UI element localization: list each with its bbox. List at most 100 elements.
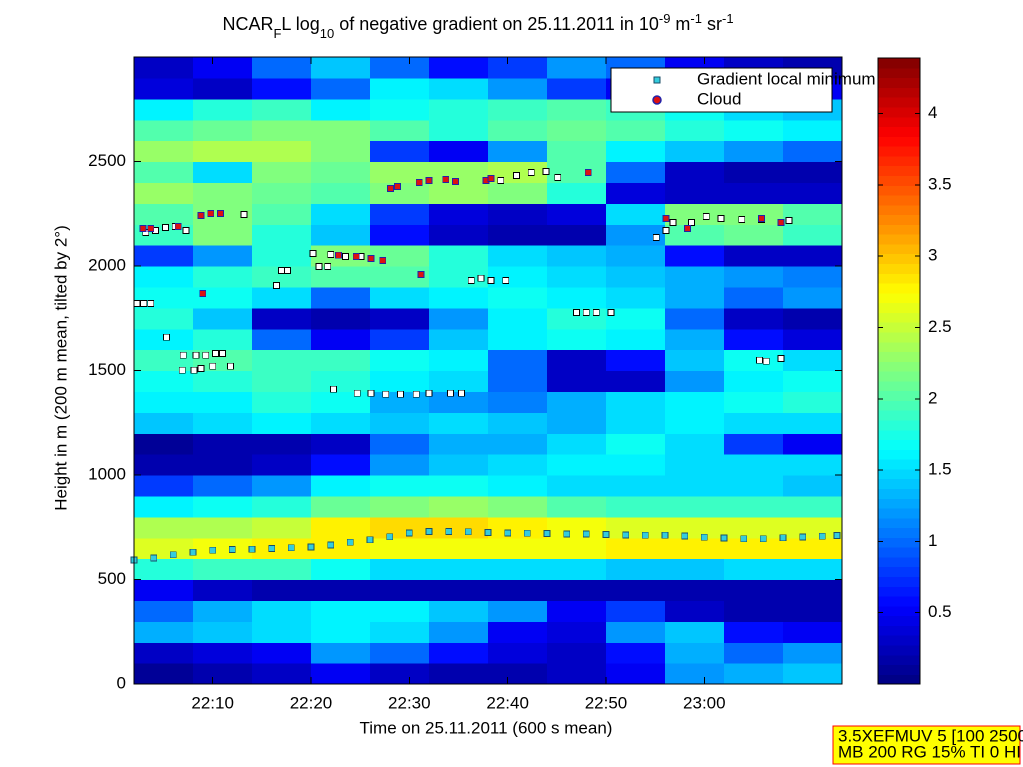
heatmap-cell [665, 600, 725, 622]
heatmap-cell [134, 57, 194, 79]
heatmap-cell [252, 391, 312, 413]
heatmap-cell [783, 475, 843, 497]
heatmap-cell [370, 516, 430, 539]
heatmap-cell [488, 433, 548, 455]
heatmap-cell [311, 328, 371, 351]
heatmap-cell [724, 370, 784, 392]
heatmap-cell [488, 266, 548, 288]
heatmap-cell [488, 77, 548, 100]
heatmap-cell [370, 370, 430, 392]
heatmap-cell [488, 140, 548, 163]
heatmap-cell [252, 349, 312, 372]
point [669, 219, 677, 226]
heatmap-cell [193, 621, 253, 643]
heatmap-cell [193, 161, 253, 183]
point [554, 174, 562, 181]
heatmap-cell [547, 286, 607, 309]
point [497, 177, 505, 184]
heatmap-cell [606, 328, 666, 351]
heatmap-cell [252, 412, 312, 434]
colorbar-swatch [878, 341, 920, 353]
colorbar-swatch [878, 654, 920, 666]
colorbar-swatch [878, 234, 920, 245]
heatmap-cell [134, 266, 194, 288]
heatmap-cell [193, 245, 253, 267]
heatmap-cell [252, 475, 312, 497]
heatmap-cell [488, 558, 548, 581]
point [387, 185, 395, 192]
heatmap-cell [193, 224, 253, 246]
heatmap-cell [724, 266, 784, 288]
heatmap-cell [193, 600, 253, 622]
heatmap-cell [606, 412, 666, 434]
colorbar-tick-label: 1 [928, 531, 937, 550]
colorbar-swatch [878, 419, 920, 431]
heatmap-cell [252, 182, 312, 204]
point [248, 545, 256, 553]
heatmap-cell [606, 642, 666, 664]
heatmap-cell [665, 663, 725, 685]
colorbar-swatch [878, 146, 920, 157]
heatmap-cell [370, 161, 430, 183]
heatmap-cell [665, 454, 725, 476]
heatmap-cell [606, 161, 666, 183]
heatmap-cell [606, 663, 666, 685]
heatmap-cell [665, 307, 725, 330]
heatmap-cell [252, 77, 312, 100]
heatmap-cell [429, 307, 489, 330]
heatmap-cell [547, 370, 607, 392]
colorbar-swatch [878, 302, 920, 313]
heatmap-cell [311, 77, 371, 100]
colorbar-swatch [878, 498, 920, 509]
point [425, 389, 433, 397]
heatmap-cell [370, 642, 430, 664]
heatmap-cell [488, 245, 548, 267]
heatmap-cell [311, 663, 371, 685]
heatmap-cell [488, 600, 548, 622]
heatmap-cell [665, 495, 725, 518]
heatmap-cell [724, 328, 784, 351]
colorbar-swatch [878, 282, 920, 294]
heatmap-cell [193, 266, 253, 288]
heatmap-cell [429, 182, 489, 204]
heatmap-cell [370, 621, 430, 643]
colorbar-swatch [878, 615, 920, 626]
points [130, 168, 841, 564]
point [150, 554, 158, 562]
title-part: of negative gradient on 25.11.2011 in 10 [334, 14, 659, 34]
point [366, 536, 374, 544]
point [447, 389, 455, 397]
heatmap-cell [134, 495, 194, 518]
heatmap-cell [429, 349, 489, 372]
heatmap-cell [370, 203, 430, 225]
heatmap-cell [724, 182, 784, 204]
heatmap-cell [252, 98, 312, 121]
colorbar-swatch [878, 331, 920, 343]
point [327, 251, 335, 258]
colorbar-swatch [878, 488, 920, 499]
colorbar-swatch [878, 527, 920, 538]
heatmap-cell [429, 286, 489, 309]
heatmap-cell [429, 454, 489, 476]
heatmap-cell [606, 537, 666, 560]
y-tick-label: 0 [117, 673, 126, 692]
heatmap-cell [252, 558, 312, 581]
point [833, 532, 841, 540]
heatmap-cell [252, 224, 312, 246]
point [178, 366, 186, 374]
point [139, 224, 147, 232]
colorbar-swatch [878, 390, 920, 401]
heatmap-cell [429, 328, 489, 351]
heatmap-cell [134, 412, 194, 434]
heatmap-cell [134, 98, 194, 121]
heatmap-cell [547, 475, 607, 497]
heatmap-cell [724, 140, 784, 163]
heatmap-cell [547, 140, 607, 163]
heatmap-cell [370, 98, 430, 121]
heatmap-cell [547, 516, 607, 539]
heatmap-cell [370, 77, 430, 100]
point [542, 168, 550, 175]
heatmap-cell [311, 579, 371, 601]
heatmap-cell [724, 579, 784, 601]
heatmap-cell [724, 558, 784, 581]
